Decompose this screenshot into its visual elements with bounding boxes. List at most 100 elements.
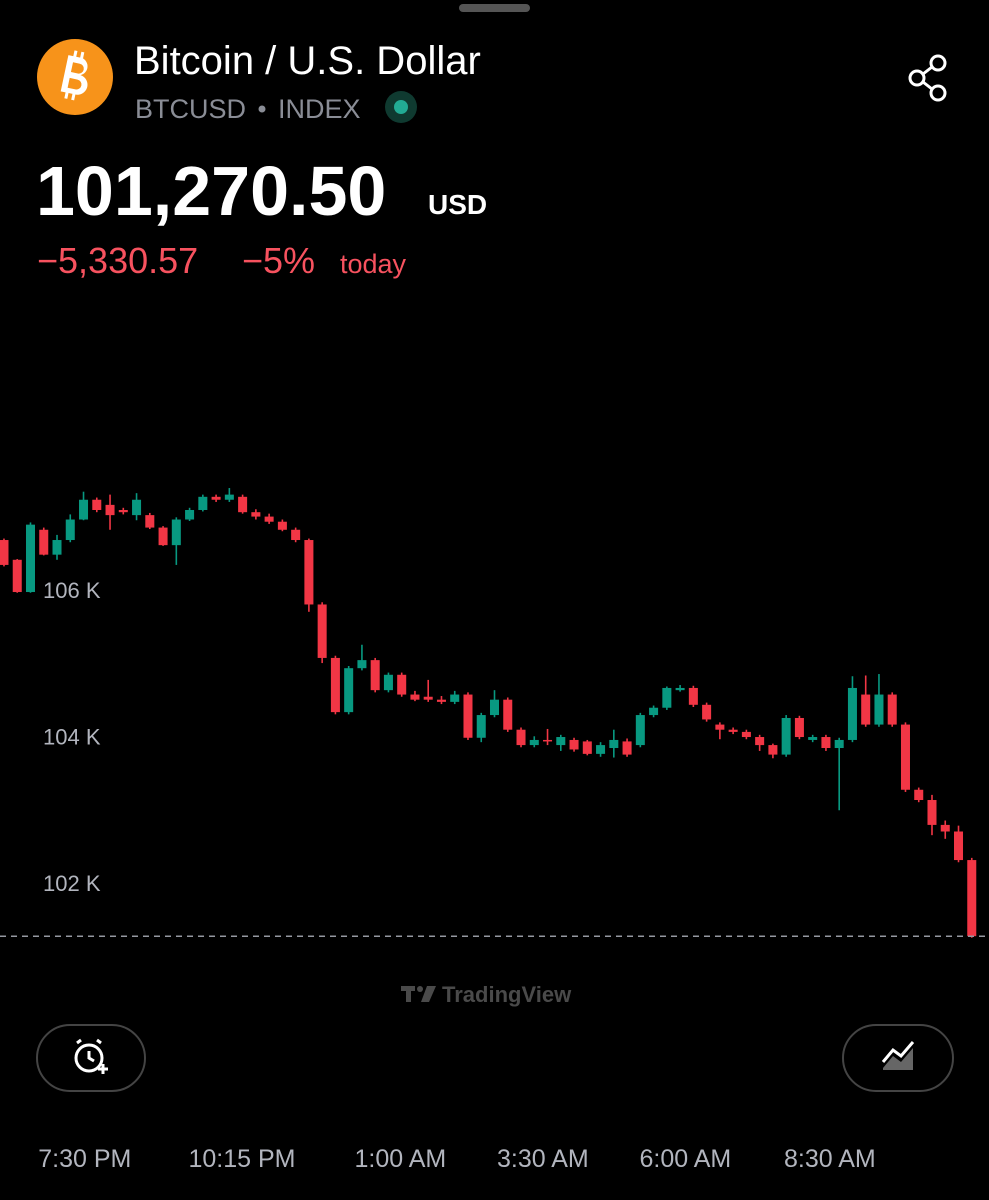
candle-body xyxy=(476,715,486,738)
candle-body xyxy=(224,494,234,500)
candle-body xyxy=(821,737,831,749)
chart-type-button[interactable] xyxy=(842,1024,954,1092)
y-tick-label: 104 K xyxy=(43,724,101,749)
price: 101,270.50 xyxy=(36,152,386,230)
candle-body xyxy=(410,694,420,700)
candle-body xyxy=(622,741,632,755)
candle-body xyxy=(238,496,248,513)
y-tick-label: 102 K xyxy=(43,871,101,896)
candle-body xyxy=(543,739,553,742)
currency: USD xyxy=(428,189,487,220)
candle-body xyxy=(118,509,128,513)
candle-body xyxy=(211,496,221,500)
candle-body xyxy=(702,704,712,720)
candle-body xyxy=(582,741,592,754)
candle-body xyxy=(489,699,500,716)
chart-type-icon xyxy=(881,1041,915,1070)
candle-body xyxy=(291,529,301,541)
candle-body xyxy=(662,687,672,708)
candle-body xyxy=(52,540,62,555)
candle-body xyxy=(556,737,566,746)
candle-body xyxy=(768,745,778,755)
bitcoin-logo xyxy=(37,39,113,115)
candle-body xyxy=(900,724,910,790)
candle-body xyxy=(794,717,804,738)
alert-button[interactable] xyxy=(36,1024,146,1092)
candle-body xyxy=(755,737,765,746)
candle-body xyxy=(65,519,75,541)
candle-body xyxy=(516,729,526,746)
candle-body xyxy=(397,674,407,695)
candle-body xyxy=(688,687,698,705)
candle-body xyxy=(330,657,340,713)
x-tick-label: 3:30 AM xyxy=(497,1145,589,1173)
candle-body xyxy=(940,824,950,832)
x-tick-label: 1:00 AM xyxy=(355,1145,447,1173)
candle-body xyxy=(569,739,579,750)
candle-body xyxy=(436,699,446,702)
candle-body xyxy=(874,694,884,725)
candle-body xyxy=(370,660,380,691)
candle-body xyxy=(304,540,314,605)
exchange: INDEX xyxy=(278,94,361,124)
watermark: TradingView xyxy=(442,982,572,1007)
change: −5,330.57 xyxy=(37,240,198,281)
candle-body xyxy=(185,509,195,520)
symbol: BTCUSD xyxy=(135,94,246,124)
candle-body xyxy=(834,739,844,749)
period: today xyxy=(340,249,407,279)
candle-body xyxy=(383,674,393,691)
candle-body xyxy=(741,731,751,738)
share-icon[interactable] xyxy=(908,54,947,102)
candle-body xyxy=(967,860,977,937)
candle-body xyxy=(450,694,460,702)
candle-body xyxy=(596,745,606,754)
candle-body xyxy=(635,715,645,746)
change-percent: −5% xyxy=(242,240,315,281)
tradingview-watermark: TradingView xyxy=(401,982,572,1007)
candle-body xyxy=(158,527,168,546)
candle-body xyxy=(0,540,9,565)
candle-body xyxy=(264,516,274,522)
x-tick-label: 8:30 AM xyxy=(784,1145,876,1173)
candle-body xyxy=(529,739,539,746)
candle-body xyxy=(79,499,89,520)
separator-dot xyxy=(258,105,266,113)
candle-body xyxy=(132,499,142,516)
candle-body xyxy=(715,724,725,730)
candle-body xyxy=(357,660,367,669)
candle-body xyxy=(914,789,924,801)
candle-body xyxy=(171,519,181,546)
candle-body xyxy=(145,515,155,528)
candle-body xyxy=(609,739,619,749)
title: Bitcoin / U.S. Dollar xyxy=(134,39,481,83)
candle-body xyxy=(344,668,354,713)
candle-body xyxy=(861,694,871,725)
candle-body xyxy=(251,512,261,517)
candle-body xyxy=(277,521,287,530)
candle-body xyxy=(317,604,327,658)
candle-body xyxy=(423,696,433,700)
candle-body xyxy=(39,529,49,555)
x-tick-label: 7:30 PM xyxy=(38,1145,131,1173)
drag-handle[interactable] xyxy=(459,4,530,12)
market-status-dot xyxy=(394,100,408,114)
candle-body xyxy=(808,737,818,740)
candle-body xyxy=(887,694,897,725)
candle-body xyxy=(463,694,473,738)
x-tick-label: 10:15 PM xyxy=(188,1145,295,1173)
candle-body xyxy=(927,800,937,825)
x-tick-label: 6:00 AM xyxy=(640,1145,732,1173)
candle-body xyxy=(503,699,513,730)
candle-body xyxy=(847,687,857,740)
candle-body xyxy=(105,504,115,516)
candle-body xyxy=(198,496,208,510)
candle-body xyxy=(781,717,791,755)
candlestick-chart: 106 K 104 K 102 K 7:30 PM 10:15 PM 1:00 AM 3:3… xyxy=(0,488,989,1173)
candle-body xyxy=(954,831,964,861)
candle-body xyxy=(649,707,659,716)
alert-icon xyxy=(74,1038,108,1074)
